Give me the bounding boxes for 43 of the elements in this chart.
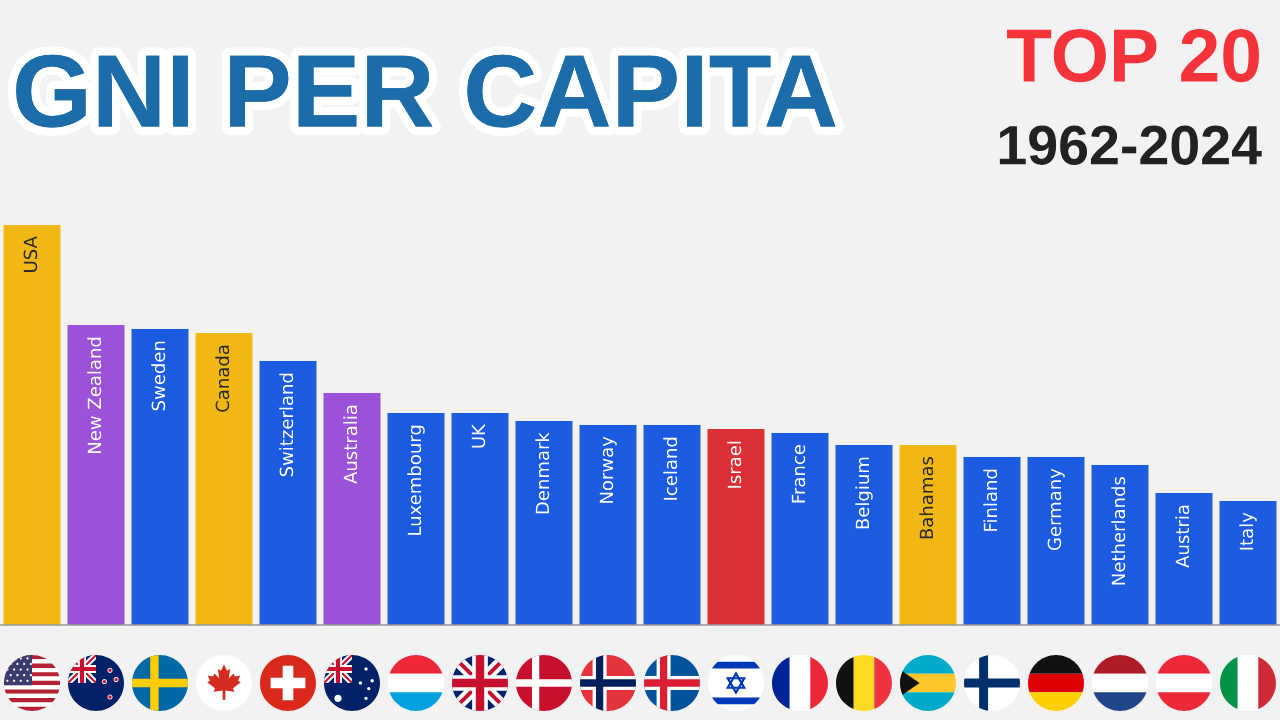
bar <box>3 225 61 625</box>
x-tick-label: Switzerland <box>279 373 294 477</box>
x-tick-label: Israel <box>727 441 742 488</box>
bar <box>1027 457 1085 625</box>
bar <box>1219 501 1277 625</box>
bar <box>451 413 509 625</box>
chart-subtitle: TOP 20 <box>1007 29 1259 83</box>
x-tick-label: UK <box>471 423 486 448</box>
x-tick-label: USA <box>23 236 38 272</box>
x-tick-label: Norway <box>599 436 617 503</box>
bar <box>195 333 253 625</box>
x-tick-label: Belgium <box>855 457 873 529</box>
bar <box>835 445 893 625</box>
bar <box>1091 465 1149 625</box>
text: 1962-2024 <box>999 125 1262 165</box>
bar <box>67 325 125 625</box>
x-tick-label: Iceland <box>663 437 678 500</box>
x-tick-label: Sweden <box>151 341 166 411</box>
x-tick-label: Luxembourg <box>407 425 425 535</box>
bar <box>1155 493 1213 625</box>
x-tick-label: Italy <box>1239 512 1257 550</box>
bar <box>771 433 829 625</box>
bar <box>579 425 637 625</box>
bar <box>707 429 765 625</box>
bar <box>259 361 317 625</box>
x-tick-label: Austria <box>1175 505 1190 568</box>
x-tick-label: France <box>791 445 806 503</box>
x-tick-label: Canada <box>215 345 230 412</box>
bar <box>131 329 189 625</box>
x-tick-label: New Zealand <box>87 337 102 453</box>
bar <box>643 425 701 625</box>
x-tick-label: Australia <box>343 405 358 484</box>
bar <box>963 457 1021 625</box>
bar <box>323 393 381 625</box>
x-tick-label: Denmark <box>535 432 550 514</box>
chart-title: GNI PER CAPITA <box>16 54 836 128</box>
bar <box>899 445 957 625</box>
x-tick-label: Germany <box>1047 468 1065 551</box>
bar <box>387 413 445 625</box>
bar <box>515 421 573 625</box>
x-tick-label: Netherlands <box>1111 476 1126 585</box>
x-tick-label: Finland <box>983 469 998 531</box>
x-tick-label: Bahamas <box>919 456 934 539</box>
